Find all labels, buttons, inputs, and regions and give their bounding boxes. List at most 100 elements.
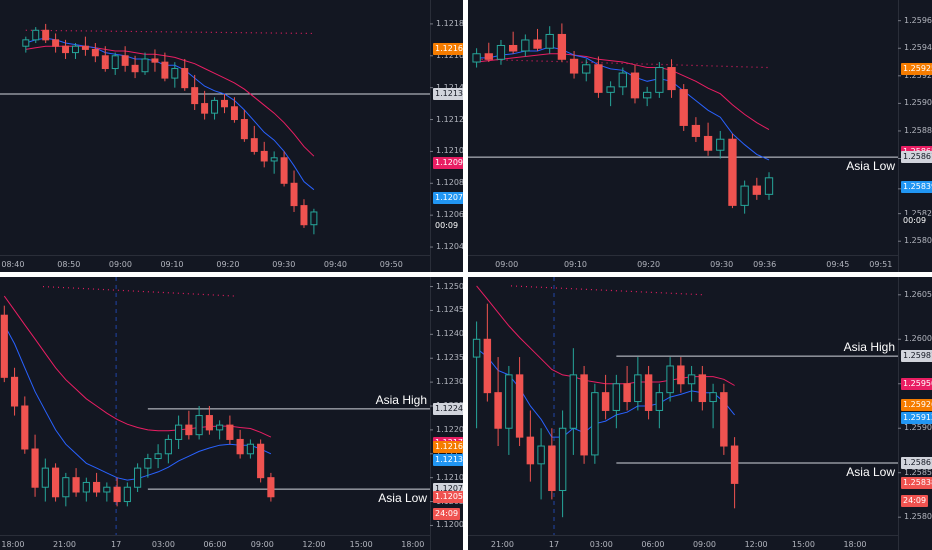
candle-down [752, 177, 761, 200]
y-tick-label: 1.12000 [436, 520, 463, 530]
candle-down [21, 396, 29, 454]
y-tick-label: 1.12150 [436, 449, 463, 458]
candle-up [666, 357, 674, 402]
candle-up [655, 62, 664, 98]
candle-up [764, 172, 774, 200]
candle-down [91, 43, 99, 63]
price-tag: 1.12164 [433, 43, 463, 56]
candle-up [62, 472, 70, 507]
y-tick-label: 1.12350 [436, 353, 463, 363]
y-tick-label: 1.12180 [436, 18, 463, 28]
x-tick-label: 09:50 [379, 260, 403, 269]
price-tag: 24:09 [901, 495, 929, 508]
price-tag: 1.12093 [433, 156, 463, 169]
ema-fast-line [25, 37, 315, 191]
candle-up [310, 208, 318, 235]
candle-down [533, 28, 542, 51]
candle-down [185, 410, 193, 440]
y-tick-label: 1.25960 [904, 15, 932, 25]
x-tick-label: 18:00 [843, 540, 867, 549]
candle-up [496, 39, 506, 65]
x-tick-label: 18:00 [1, 540, 25, 549]
x-tick-label: 09:30 [272, 260, 296, 269]
candle-down [557, 23, 567, 63]
y-tick-label: 1.12500 [436, 281, 463, 291]
price-tag: 1.25912 [901, 411, 932, 424]
candle-down [698, 365, 707, 411]
candle-up [740, 180, 749, 214]
candle-down [205, 406, 213, 435]
x-tick-label: 06:00 [203, 540, 227, 549]
price-tag: 1.12164 [433, 441, 463, 454]
x-tick-label: 09:10 [563, 260, 588, 269]
y-tick-label: 1.26000 [904, 334, 932, 344]
price-tag: 24:09 [433, 507, 461, 520]
ema-slow-line [476, 285, 735, 386]
chart-panel-bottom-right[interactable]: 1.260501.260001.259501.259001.258501.258… [468, 277, 932, 550]
candle-up [123, 482, 131, 507]
candle-up [716, 130, 725, 159]
sma-dotted-line [476, 58, 770, 69]
x-tick-label: 12:00 [744, 540, 768, 549]
candle-down [483, 303, 492, 402]
x-tick-label: 09:51 [869, 260, 893, 269]
candle-down [494, 357, 502, 447]
candle-down [10, 367, 19, 416]
chart-panel-top-right[interactable]: 1.25960 1.25940 1.25920 1.25900 1.25880 1.258… [468, 0, 932, 272]
x-tick-label: 03:00 [589, 540, 613, 549]
x-tick-label: 12:00 [302, 540, 326, 549]
y-tick-label: 1.12080 [436, 178, 463, 188]
candle-up [22, 36, 30, 53]
candle-down [131, 55, 139, 79]
price-tag: 1.25950 [901, 377, 932, 390]
candle-down [677, 357, 685, 393]
candle-down [703, 122, 713, 156]
x-tick-label: 09:45 [826, 260, 850, 269]
price-tag: 1.12244 [433, 402, 463, 415]
candle-up [144, 453, 152, 478]
candle-up [141, 52, 149, 75]
chart-svg [468, 0, 901, 272]
candle-up [569, 348, 578, 455]
y-tick-label: 1.12450 [436, 305, 463, 315]
y-tick-label: 1.25920 [904, 70, 932, 80]
candle-down [623, 365, 631, 411]
candle-up [545, 26, 554, 54]
sma-dotted-line [42, 285, 237, 297]
chart-panel-top-left[interactable]: 1.121801.121601.121401.121201.121001.120… [0, 0, 463, 272]
price-tag: 1.12059 [433, 491, 463, 504]
y-tick-label: 1.26050 [904, 289, 932, 299]
chart-panel-bottom-left[interactable]: 1.12500 1.12450 1.12400 1.12350 1.12300 1.122… [0, 277, 463, 550]
candle-up [246, 439, 254, 459]
candle-down [720, 383, 728, 455]
x-tick-label: 09:00 [692, 540, 717, 549]
candle-up [612, 374, 621, 429]
candle-down [113, 477, 121, 507]
candle-down [0, 305, 8, 383]
candle-up [709, 383, 717, 429]
x-tick-label: 09:00 [108, 260, 132, 269]
candle-down [630, 64, 640, 104]
candle-down [580, 365, 588, 464]
x-tick-label: 06:00 [641, 540, 665, 549]
candle-up [582, 59, 591, 82]
x-tick-label: 21:00 [52, 540, 77, 549]
y-tick-label: 1.12400 [436, 329, 463, 339]
price-tag: 1.25925 [901, 62, 932, 75]
x-tick-label: 09:00 [250, 540, 274, 549]
chart-svg [468, 277, 901, 550]
candle-up [175, 415, 183, 449]
y-tick-label: 1.12100 [436, 472, 463, 482]
candle-up [521, 34, 530, 57]
price-tag: 1.12137 [433, 453, 463, 466]
candle-down [526, 410, 535, 482]
candle-down [161, 52, 169, 82]
x-tick-label: 09:20 [637, 260, 661, 269]
candle-down [691, 117, 701, 142]
candle-up [634, 357, 642, 411]
sma-dotted-line [25, 29, 314, 35]
candle-up [82, 477, 90, 502]
